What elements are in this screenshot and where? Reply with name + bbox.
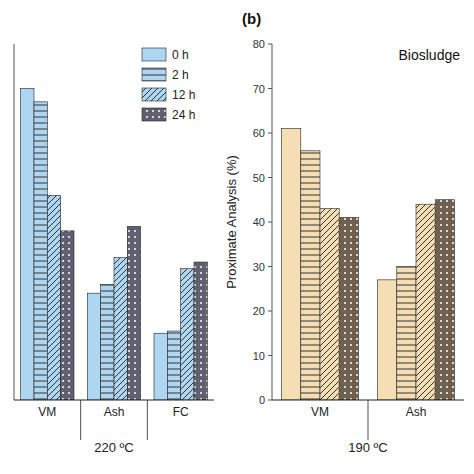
- group-divider: [80, 400, 81, 440]
- bar: [21, 89, 34, 401]
- bar: [320, 209, 339, 400]
- legend-swatch: [142, 88, 166, 101]
- y-tick: [268, 177, 272, 178]
- legend: 0 h 2 h 12 h 24 h: [142, 48, 195, 122]
- y-tick-label: 80: [253, 38, 265, 50]
- y-axis: [272, 44, 273, 400]
- y-tick-label: 30: [253, 261, 265, 273]
- y-tick: [268, 311, 272, 312]
- bar: [167, 331, 180, 400]
- bar: [61, 231, 74, 400]
- legend-swatch: [142, 48, 166, 61]
- group-divider: [368, 400, 369, 440]
- legend-label: 0 h: [172, 48, 189, 62]
- y-tick-label: 60: [253, 127, 265, 139]
- bar: [87, 293, 100, 400]
- group-divider: [147, 400, 148, 440]
- y-tick: [268, 355, 272, 356]
- annotation: Biosludge: [399, 47, 461, 63]
- y-tick: [268, 44, 272, 45]
- legend-swatch: [142, 68, 166, 81]
- legend-label: 24 h: [172, 108, 195, 122]
- bar: [301, 151, 320, 400]
- bars: [21, 89, 208, 401]
- y-axis-label: Proximate Analysis (%): [224, 155, 239, 289]
- bar: [194, 262, 207, 400]
- x-axis-label: 220 ºC: [94, 440, 133, 455]
- y-tick-label: 40: [253, 216, 265, 228]
- bar: [339, 218, 358, 400]
- y-tick: [268, 400, 272, 401]
- legend-label: 12 h: [172, 88, 195, 102]
- bar: [34, 102, 47, 400]
- y-tick-label: 50: [253, 172, 265, 184]
- panel: 0 10 20 30 40 50 60 70 80 VM Ash 190 ºC Proximate An…: [224, 10, 464, 455]
- x-axis-label: 190 ºC: [348, 440, 387, 455]
- x-tick-label: FC: [173, 405, 189, 419]
- bar: [127, 226, 140, 400]
- chart-svg: VM Ash FC 220 ºC 0 h 2 h 12 h 24 h 0 10 20 30 40 50 60…: [0, 0, 474, 474]
- bar: [282, 129, 301, 400]
- y-tick: [268, 88, 272, 89]
- bar: [435, 200, 454, 400]
- bar: [416, 204, 435, 400]
- bar: [101, 284, 114, 400]
- bar: [114, 258, 127, 400]
- bar: [181, 269, 194, 400]
- y-tick: [268, 133, 272, 134]
- y-tick-label: 10: [253, 350, 265, 362]
- y-tick-label: 0: [259, 394, 265, 406]
- panel-title: (b): [242, 10, 261, 27]
- bar: [154, 333, 167, 400]
- y-tick: [268, 266, 272, 267]
- panel: VM Ash FC 220 ºC 0 h 2 h 12 h 24 h: [14, 44, 214, 455]
- y-tick-label: 70: [253, 83, 265, 95]
- legend-label: 2 h: [172, 68, 189, 82]
- bars: [282, 129, 455, 400]
- y-tick-label: 20: [253, 305, 265, 317]
- x-tick-label: VM: [311, 405, 329, 419]
- x-tick-label: Ash: [406, 405, 427, 419]
- y-axis: [14, 44, 15, 400]
- bar: [47, 195, 60, 400]
- x-axis: [14, 400, 214, 401]
- y-tick: [268, 222, 272, 223]
- bar: [397, 267, 416, 401]
- x-tick-label: VM: [38, 405, 56, 419]
- x-tick-label: Ash: [104, 405, 125, 419]
- bar: [378, 280, 397, 400]
- legend-swatch: [142, 108, 166, 121]
